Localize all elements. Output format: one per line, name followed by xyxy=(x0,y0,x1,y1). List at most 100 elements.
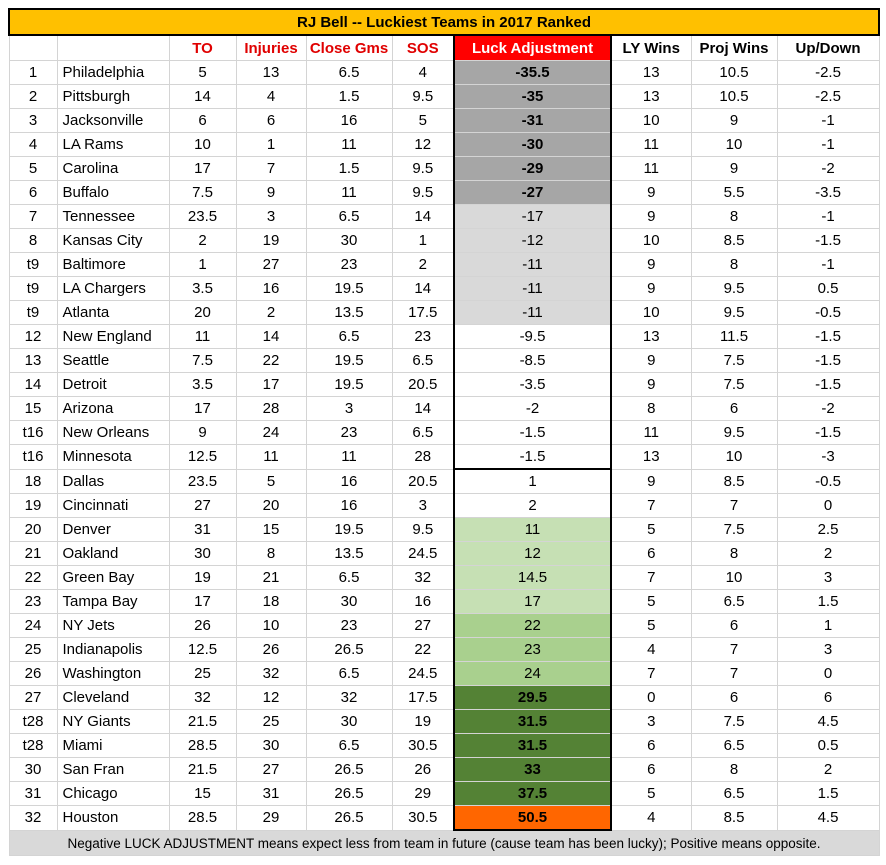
team-cell: Seattle xyxy=(56,348,170,373)
injuries-cell: 21 xyxy=(235,565,307,590)
injuries-cell: 22 xyxy=(235,348,307,373)
rank-cell: 3 xyxy=(8,108,58,133)
rank-cell: t16 xyxy=(8,444,58,470)
injuries-cell: 15 xyxy=(235,517,307,542)
luck-cell: 29.5 xyxy=(453,685,612,710)
team-cell: Buffalo xyxy=(56,180,170,205)
proj-wins-cell: 10 xyxy=(690,132,778,157)
proj-wins-cell: 9 xyxy=(690,156,778,181)
team-cell: LA Rams xyxy=(56,132,170,157)
ly-wins-cell: 9 xyxy=(610,372,692,397)
injuries-cell: 5 xyxy=(235,468,307,494)
proj-wins-cell: 8 xyxy=(690,252,778,277)
team-cell: Jacksonville xyxy=(56,108,170,133)
injuries-cell: 3 xyxy=(235,204,307,229)
to-cell: 28.5 xyxy=(168,805,237,831)
close-games-cell: 16 xyxy=(305,468,393,494)
injuries-cell: 14 xyxy=(235,324,307,349)
proj-wins-cell: 7.5 xyxy=(690,709,778,734)
table-row: 8 Kansas City 2 19 30 1 -12 10 8.5 -1.5 xyxy=(8,228,880,253)
table-row: 24 NY Jets 26 10 23 27 22 5 6 1 xyxy=(8,613,880,638)
up-down-cell: -1 xyxy=(776,204,880,229)
ly-wins-cell: 13 xyxy=(610,60,692,85)
team-cell: Denver xyxy=(56,517,170,542)
team-cell: Tampa Bay xyxy=(56,589,170,614)
close-games-cell: 19.5 xyxy=(305,348,393,373)
ly-wins-cell: 10 xyxy=(610,108,692,133)
team-cell: Indianapolis xyxy=(56,637,170,662)
header-team xyxy=(56,34,170,61)
rank-cell: t9 xyxy=(8,276,58,301)
table-row: 2 Pittsburgh 14 4 1.5 9.5 -35 13 10.5 -2.5 xyxy=(8,84,880,109)
close-games-cell: 11 xyxy=(305,444,393,470)
team-cell: Arizona xyxy=(56,396,170,421)
table-row: 4 LA Rams 10 1 11 12 -30 11 10 -1 xyxy=(8,132,880,157)
sos-cell: 29 xyxy=(391,781,455,806)
close-games-cell: 30 xyxy=(305,589,393,614)
sos-cell: 9.5 xyxy=(391,156,455,181)
table-row: 3 Jacksonville 6 6 16 5 -31 10 9 -1 xyxy=(8,108,880,133)
rank-cell: 8 xyxy=(8,228,58,253)
sos-cell: 12 xyxy=(391,132,455,157)
team-cell: Oakland xyxy=(56,541,170,566)
team-cell: Kansas City xyxy=(56,228,170,253)
team-cell: Cleveland xyxy=(56,685,170,710)
luck-cell: -3.5 xyxy=(453,372,612,397)
luck-cell: 14.5 xyxy=(453,565,612,590)
ly-wins-cell: 9 xyxy=(610,276,692,301)
table-row: 19 Cincinnati 27 20 16 3 2 7 7 0 xyxy=(8,493,880,518)
ly-wins-cell: 9 xyxy=(610,252,692,277)
to-cell: 3.5 xyxy=(168,276,237,301)
close-games-cell: 23 xyxy=(305,252,393,277)
sos-cell: 30.5 xyxy=(391,733,455,758)
rank-cell: 14 xyxy=(8,372,58,397)
close-games-cell: 6.5 xyxy=(305,565,393,590)
luck-cell: -11 xyxy=(453,252,612,277)
team-cell: Carolina xyxy=(56,156,170,181)
luck-cell: 22 xyxy=(453,613,612,638)
sos-cell: 19 xyxy=(391,709,455,734)
to-cell: 31 xyxy=(168,517,237,542)
close-games-cell: 26.5 xyxy=(305,757,393,782)
ly-wins-cell: 9 xyxy=(610,348,692,373)
ly-wins-cell: 4 xyxy=(610,805,692,831)
table-row: t28 NY Giants 21.5 25 30 19 31.5 3 7.5 4.5 xyxy=(8,709,880,734)
injuries-cell: 11 xyxy=(235,444,307,470)
luck-cell: 23 xyxy=(453,637,612,662)
table-row: 20 Denver 31 15 19.5 9.5 11 5 7.5 2.5 xyxy=(8,517,880,542)
to-cell: 7.5 xyxy=(168,180,237,205)
sos-cell: 6.5 xyxy=(391,348,455,373)
to-cell: 17 xyxy=(168,589,237,614)
up-down-cell: 3 xyxy=(776,565,880,590)
injuries-cell: 18 xyxy=(235,589,307,614)
injuries-cell: 24 xyxy=(235,420,307,445)
table-row: t16 New Orleans 9 24 23 6.5 -1.5 11 9.5 -1.5 xyxy=(8,420,880,445)
close-games-cell: 16 xyxy=(305,493,393,518)
close-games-cell: 13.5 xyxy=(305,300,393,325)
table-row: 18 Dallas 23.5 5 16 20.5 1 9 8.5 -0.5 xyxy=(8,468,880,494)
table-row: 1 Philadelphia 5 13 6.5 4 -35.5 13 10.5 -2.5 xyxy=(8,60,880,85)
up-down-cell: 0 xyxy=(776,493,880,518)
to-cell: 5 xyxy=(168,60,237,85)
sos-cell: 1 xyxy=(391,228,455,253)
luck-cell: -11 xyxy=(453,300,612,325)
title-row: RJ Bell -- Luckiest Teams in 2017 Ranked xyxy=(7,8,881,36)
up-down-cell: -0.5 xyxy=(776,468,880,494)
injuries-cell: 26 xyxy=(235,637,307,662)
luck-cell: -17 xyxy=(453,204,612,229)
to-cell: 9 xyxy=(168,420,237,445)
rank-cell: 23 xyxy=(8,589,58,614)
to-cell: 7.5 xyxy=(168,348,237,373)
injuries-cell: 1 xyxy=(235,132,307,157)
luck-cell: -27 xyxy=(453,180,612,205)
team-cell: Philadelphia xyxy=(56,60,170,85)
luck-cell: -30 xyxy=(453,132,612,157)
to-cell: 17 xyxy=(168,156,237,181)
close-games-cell: 19.5 xyxy=(305,517,393,542)
to-cell: 23.5 xyxy=(168,468,237,494)
rank-cell: 32 xyxy=(8,805,58,831)
to-cell: 12.5 xyxy=(168,637,237,662)
sos-cell: 24.5 xyxy=(391,661,455,686)
injuries-cell: 6 xyxy=(235,108,307,133)
sos-cell: 5 xyxy=(391,108,455,133)
